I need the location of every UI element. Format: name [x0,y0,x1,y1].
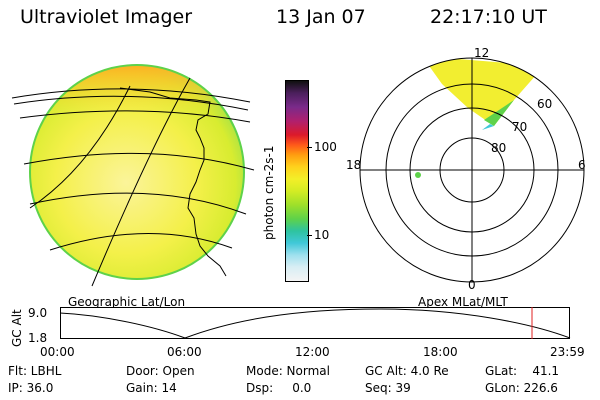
mlt-label-6: 6 [578,158,586,172]
gain-value: Gain: 14 [126,381,177,395]
timeline-xtick-0600: 06:00 [167,345,202,359]
polar-map [359,57,585,283]
geographic-map [11,64,255,287]
mlt-label-12: 12 [474,46,490,60]
timeline-xtick-2359: 23:59 [550,345,585,359]
mlat-label-70: 70 [512,120,528,134]
mlat-label-80: 80 [491,141,507,155]
mode-value: Mode: Normal [246,364,330,378]
mlt-label-0: 0 [468,278,476,292]
dsp-value: Dsp: 0.0 [246,381,312,395]
geo-map-label: Geographic Lat/Lon [68,295,186,309]
mlat-label-60: 60 [537,97,553,111]
door-status: Door: Open [126,364,195,378]
timeline-ytick-1.8: 1.8 [28,331,48,345]
colorbar-tick-10: 10 [314,228,330,242]
coastline [119,87,227,277]
earth-disk [30,65,244,279]
seq-value: Seq: 39 [365,381,411,395]
imager-title: Ultraviolet Imager [20,6,193,28]
green-spot [415,172,421,178]
altitude-curve [59,308,571,339]
gc-alt-value: GC Alt: 4.0 Re [365,364,449,378]
timeline-xtick-1800: 18:00 [423,345,458,359]
colorbar-tick-100: 100 [314,140,337,154]
timeline-xtick-0000: 00:00 [40,345,75,359]
colorbar [285,80,309,282]
observation-time: 22:17:10 UT [430,6,547,28]
ip-value: IP: 36.0 [8,381,54,395]
timeline-plot [59,307,571,339]
colorbar-units: photon cm-2s-1 [262,145,276,241]
glat-value: GLat: 41.1 [485,364,560,378]
polar-map-label: Apex MLat/MLT [418,295,508,309]
filter-value: Flt: LBHL [8,364,62,378]
timeline-axis-label: GC Alt [10,309,24,347]
glon-value: GLon: 226.6 [485,381,558,395]
mlt-label-18: 18 [346,158,362,172]
auroral-wedge [422,58,544,126]
observation-date: 13 Jan 07 [276,6,366,28]
timeline-ytick-9: 9.0 [28,306,48,320]
timeline-xtick-1200: 12:00 [295,345,330,359]
latlon-grid [11,77,255,287]
